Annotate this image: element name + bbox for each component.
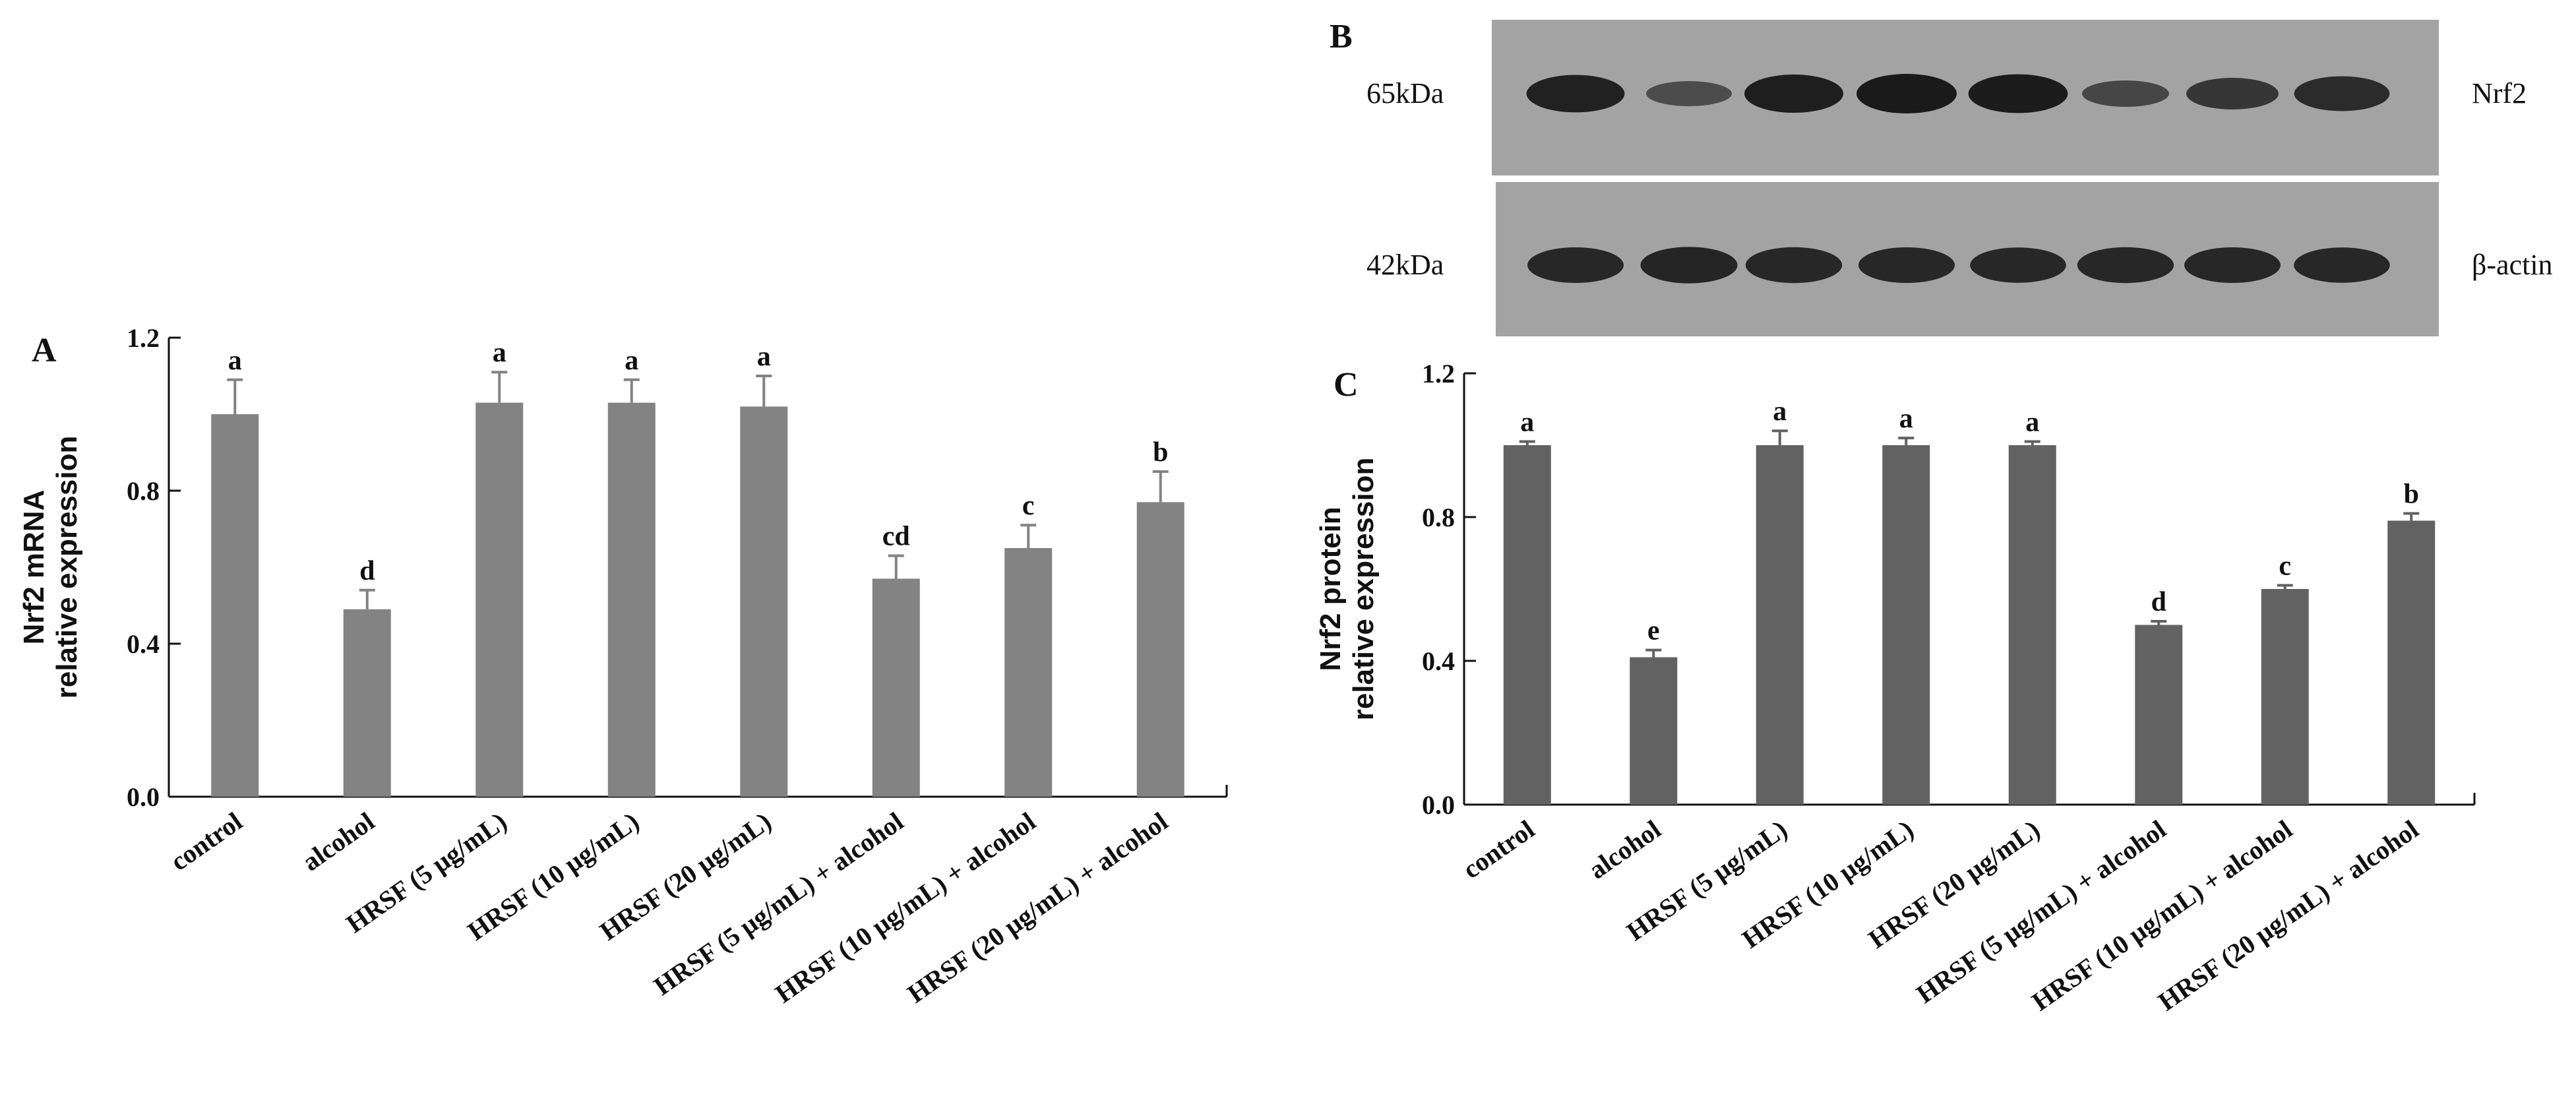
chart-c-significance-label: a [2025, 408, 2039, 438]
chart-a-significance-label: c [1022, 491, 1035, 521]
chart-a-significance-label: b [1153, 437, 1168, 468]
chart-a-y-tick-label: 0.4 [127, 629, 160, 659]
chart-a-y-tick-label: 1.2 [127, 323, 160, 353]
chart-a-bar [475, 402, 524, 797]
chart-c-category-label: alcohol [1583, 815, 1666, 885]
chart-c-bar [2387, 520, 2436, 805]
chart-a-category-label: alcohol [297, 807, 380, 877]
blot-band [1968, 74, 2068, 113]
panel-a-letter: A [32, 332, 57, 369]
blot-kda-label: 42kDa [1366, 249, 1444, 281]
blot-band [2184, 247, 2281, 283]
chart-a-bar [211, 414, 259, 797]
chart-c-significance-label: e [1647, 616, 1660, 646]
chart-c-y-axis-title-line: Nrf2 protein [1314, 507, 1347, 671]
blot-band [2082, 80, 2169, 107]
blot-protein-label: β-actin [2472, 249, 2553, 281]
panel-b-letter: B [1330, 18, 1353, 55]
chart-c-significance-label: d [2151, 587, 2166, 617]
chart-a-category-label: HRSF (20 μg/mL) + alcohol [902, 807, 1173, 1009]
chart-a-y-axis-title: Nrf2 mRNArelative expression [18, 436, 83, 699]
blot-protein-label: Nrf2 [2472, 77, 2527, 109]
chart-c-y-axis-title: Nrf2 proteinrelative expression [1314, 458, 1380, 721]
chart-c-y-tick-label: 0.0 [1422, 790, 1455, 820]
blot-band [2077, 247, 2174, 284]
blot-band [2186, 78, 2279, 109]
chart-c-bar [1756, 445, 1804, 805]
chart-a-bar [1004, 548, 1053, 797]
chart-c-y-tick-label: 0.4 [1422, 646, 1455, 676]
chart-c-significance-label: c [2279, 551, 2291, 582]
chart-c-nrf2-protein: 0.0 0.4 0.8 1.2 Nrf2 proteinrelative express… [1314, 359, 2476, 1016]
chart-c-y-tick-label: 1.2 [1422, 359, 1455, 388]
blot-band [1856, 74, 1957, 113]
blot-band [2294, 247, 2390, 283]
blot-band [1858, 247, 1955, 283]
chart-a-y-axis-title-line: relative expression [51, 436, 83, 699]
chart-a-category-label: HRSF (10 μg/mL) + alcohol [770, 807, 1041, 1009]
chart-a-category-label: HRSF (5 μg/mL) + alcohol [648, 807, 909, 1001]
chart-a-bar [872, 578, 920, 797]
chart-c-bar [1630, 657, 1678, 805]
blot-band [1527, 247, 1624, 283]
chart-a-bar [607, 402, 656, 797]
chart-a-nrf2-mrna: 0.0 0.4 0.8 1.2 Nrf2 mRNArelative expression… [18, 323, 1228, 1009]
chart-a-bar [343, 609, 391, 797]
chart-a-bar [740, 406, 788, 797]
chart-c-bar [1882, 445, 1930, 805]
chart-a-significance-label: a [757, 342, 771, 372]
blot-band [1970, 247, 2066, 283]
chart-c-category-label: HRSF (5 μg/mL) + alcohol [1911, 815, 2171, 1009]
panel-c-letter: C [1334, 366, 1359, 404]
chart-c-significance-label: b [2404, 479, 2419, 510]
chart-a-bar [1136, 502, 1184, 797]
blot-band [1526, 75, 1625, 113]
chart-a-significance-label: a [228, 346, 242, 376]
chart-c-bar [1503, 445, 1551, 805]
blot-band [2294, 76, 2390, 111]
chart-a-category-label: control [165, 807, 247, 877]
chart-a-significance-label: cd [882, 522, 910, 552]
chart-a-significance-label: a [625, 346, 638, 376]
western-blot-panel: 65kDa Nrf2 42kDa β-actin [1366, 20, 2553, 336]
chart-c-bar [2008, 445, 2056, 805]
blot-band [1745, 247, 1843, 284]
chart-c-bar [2135, 625, 2183, 805]
chart-c-significance-label: a [1773, 396, 1787, 427]
chart-a-significance-label: d [359, 556, 375, 586]
chart-c-y-tick-label: 0.8 [1422, 503, 1455, 532]
blot-kda-label: 65kDa [1366, 77, 1444, 109]
blot-band [1646, 81, 1732, 106]
chart-a-y-axis-title-line: Nrf2 mRNA [18, 490, 50, 645]
chart-c-significance-label: a [1520, 408, 1534, 438]
chart-c-category-label: control [1457, 815, 1540, 885]
chart-a-y-tick-label: 0.0 [127, 782, 160, 812]
chart-c-significance-label: a [1899, 404, 1913, 434]
blot-band [1744, 75, 1843, 113]
chart-c-y-axis-title-line: relative expression [1347, 458, 1380, 721]
chart-a-y-tick-label: 0.8 [127, 476, 160, 506]
chart-c-bar [2261, 589, 2309, 805]
blot-band [1640, 247, 1738, 284]
chart-a-significance-label: a [493, 338, 506, 368]
